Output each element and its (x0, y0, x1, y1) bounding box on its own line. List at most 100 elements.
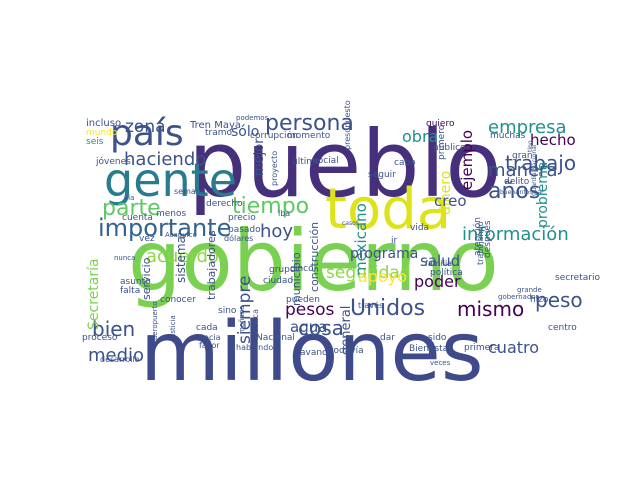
cloud-word-conocer: conocer (160, 295, 196, 305)
cloud-word-secretaria: Secretaría (86, 258, 102, 330)
cloud-word-mismo: mismo (457, 297, 524, 321)
cloud-word-medio: medio (88, 345, 144, 366)
cloud-word-construccion: construcción (308, 222, 321, 292)
cloud-word-publico: público (433, 143, 466, 153)
cloud-word-creo: creo (434, 192, 467, 210)
cloud-word-casos: casos (342, 220, 359, 227)
cloud-word-acuerdo: acuerdo (146, 246, 219, 267)
cloud-word-precio: precio (228, 213, 256, 223)
cloud-word-iba: iba (278, 209, 290, 218)
cloud-word-mejor: mejor (252, 138, 267, 176)
cloud-word-proceso: proceso (82, 333, 118, 343)
cloud-word-anos: años (488, 179, 540, 204)
cloud-word-grande: grande (517, 286, 542, 294)
cloud-word-secretario: secretario (555, 273, 600, 283)
cloud-word-mundo: mundo (86, 128, 118, 138)
cloud-word-manana: mañana (238, 305, 246, 334)
cloud-word-aeropuerto: aeropuerto (151, 301, 159, 340)
cloud-word-vida: vida (410, 223, 429, 233)
cloud-word-importante: importante (98, 214, 231, 242)
cloud-word-pueblo: pueblo (188, 111, 502, 218)
cloud-word-familia: familia (425, 259, 452, 268)
cloud-word-social: social (313, 156, 339, 166)
cloud-word-avance: avance (300, 348, 333, 358)
cloud-word-unidos: Unidos (350, 296, 425, 321)
cloud-word-buena: buena (500, 189, 519, 196)
cloud-word-bien: bien (92, 317, 135, 341)
cloud-word-favor: favor (199, 341, 220, 350)
cloud-word-delito: delito (504, 177, 530, 187)
cloud-word-informacion: información (462, 224, 569, 245)
cloud-word-hacia: hacia (199, 333, 221, 342)
cloud-word-desarrollo: desarrollo (100, 355, 140, 364)
cloud-word-jovenes: jóvenes (95, 156, 131, 167)
cloud-word-mexicano: mexicano (352, 203, 370, 276)
cloud-word-apoyo: apoyo (358, 267, 407, 286)
cloud-word-pesos: pesos (285, 300, 335, 320)
cloud-word-via: vía (124, 194, 134, 202)
cloud-word-vez: vez (139, 234, 155, 244)
cloud-word-hablando: hablando (236, 343, 273, 352)
cloud-word-pueden: pueden (286, 295, 320, 305)
cloud-word-empresa: empresa (488, 117, 567, 138)
cloud-word-derecho: derecho (206, 199, 243, 209)
cloud-word-dolares: dólares (224, 233, 253, 243)
cloud-word-seis: seis (86, 137, 104, 147)
cloud-word-bienestar: Bienestar (409, 344, 452, 354)
cloud-word-veces: veces (430, 359, 451, 367)
cloud-word-semana: semana (174, 187, 206, 196)
cloud-word-trabajadores: trabajadores (205, 230, 218, 300)
cloud-word-solo: sólo (231, 124, 259, 140)
cloud-word-seguridad: seguridad (326, 263, 411, 283)
cloud-word-tipo: tipo (527, 140, 534, 152)
cloud-word-acapulco: Acapulco (165, 231, 197, 239)
cloud-word-primero: primero (437, 124, 447, 160)
cloud-word-tiempo: tiempo (232, 194, 309, 219)
cloud-word-hecho: hecho (530, 131, 576, 149)
cloud-word-peso: peso (535, 288, 583, 312)
cloud-word-sistema: sistema (174, 236, 188, 283)
cloud-word-ciudad: ciudad (263, 276, 293, 286)
cloud-word-despues: después (482, 220, 493, 258)
cloud-word-nacional: Nacional (256, 333, 295, 343)
cloud-word-momento: momento (287, 131, 331, 141)
cloud-word-hoy: hoy (260, 221, 293, 242)
cloud-word-traves: través (358, 300, 383, 310)
cloud-word-programa: programa (350, 246, 418, 262)
cloud-word-gobernador: gobernador (498, 293, 539, 301)
cloud-word-manera: manera (488, 160, 557, 181)
cloud-word-cuenta: cuenta (122, 213, 153, 223)
cloud-word-obra: obra (402, 127, 438, 146)
cloud-word-dinero: dinero (438, 171, 454, 215)
cloud-word-haciendo: haciendo (124, 149, 206, 170)
cloud-word-menos: menos (156, 209, 187, 219)
cloud-word-falta: falta (120, 286, 140, 296)
cloud-word-agua: agua (290, 318, 327, 336)
cloud-word-zona: zona (125, 117, 166, 137)
cloud-word-asunto: asunto (120, 277, 151, 287)
cloud-word-centro: centro (548, 323, 577, 333)
cloud-word-tramo: tramo (205, 128, 233, 138)
cloud-word-cada: cada (196, 323, 218, 333)
cloud-word-hizo: hizo (530, 295, 549, 305)
cloud-word-publica: pública (251, 309, 260, 338)
cloud-word-quiero: quiero (426, 119, 455, 129)
cloud-word-nunca: nunca (114, 254, 135, 262)
cloud-word-ultimo: último (292, 157, 321, 167)
cloud-word-incluso: incluso (86, 118, 121, 129)
cloud-word-parte: parte (102, 196, 161, 221)
cloud-word-grupo: grupo (269, 265, 296, 275)
cloud-word-proyecto: proyecto (270, 151, 279, 186)
cloud-word-informar: informar (518, 189, 544, 196)
cloud-word-politica: política (430, 268, 463, 278)
cloud-word-atencion: atención (472, 217, 483, 256)
cloud-word-cabo: cabo (394, 158, 416, 168)
cloud-word-servicio: servicio (140, 257, 153, 300)
cloud-word-persona: persona (265, 111, 354, 136)
cloud-word-presupuesto: presupuesto (343, 100, 352, 150)
cloud-word-general: general (339, 306, 354, 355)
cloud-word-problema: problema (535, 161, 551, 228)
cloud-word-municipio: municipio (290, 252, 303, 306)
cloud-word-corrupcion: corrupción (250, 130, 298, 141)
